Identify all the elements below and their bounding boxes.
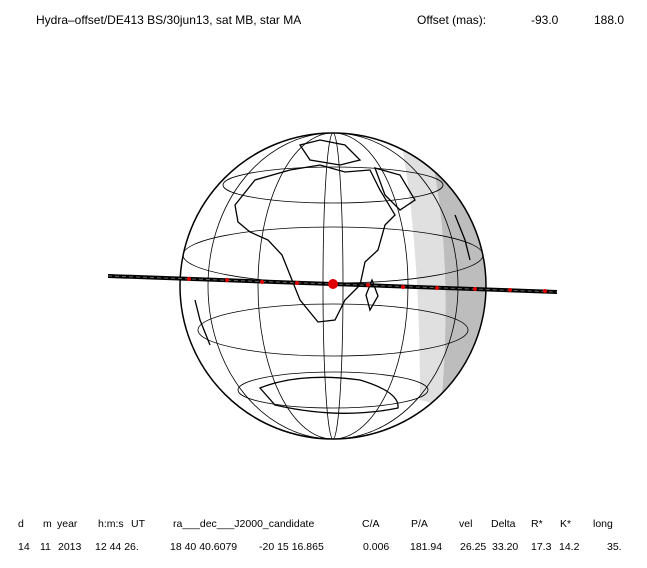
offset-y: 188.0 <box>594 13 624 27</box>
event-table: d m year h:m:s UT ra___dec___J2000_candidate C… <box>18 518 622 553</box>
cell: -20 15 16.865 <box>259 541 324 553</box>
column-header: long <box>593 518 613 530</box>
offset-label: Offset (mas): <box>417 13 486 27</box>
offset-x: -93.0 <box>531 13 559 27</box>
cell: 14.2 <box>559 541 580 553</box>
cell: 18 40 40.6079 <box>170 541 237 553</box>
column-header: R* <box>531 518 543 530</box>
cell: 2013 <box>58 541 82 553</box>
column-header: C/A <box>362 518 380 530</box>
column-header: K* <box>560 518 571 530</box>
column-header: vel <box>459 518 472 530</box>
cell: 35. <box>607 541 622 553</box>
cell: 33.20 <box>492 541 518 553</box>
column-header: h:m:s <box>98 518 124 530</box>
cell: 17.3 <box>531 541 552 553</box>
cell: 14 <box>18 541 30 553</box>
cell: 181.94 <box>410 541 442 553</box>
column-header: ra___dec___J2000_candidate <box>173 518 314 530</box>
cell: 12 44 26. <box>95 541 139 553</box>
shadow-path <box>107 274 558 294</box>
cell: 11 <box>40 541 51 553</box>
column-header: m <box>43 518 52 530</box>
coastlines <box>194 139 471 414</box>
column-header: Delta <box>491 518 516 530</box>
cell: 0.006 <box>363 541 389 553</box>
column-header: d <box>18 518 24 530</box>
column-header: P/A <box>411 518 428 530</box>
cell: 26.25 <box>460 541 486 553</box>
title: Hydra–offset/DE413 BS/30jun13, sat MB, s… <box>36 13 301 27</box>
column-header: year <box>57 518 78 530</box>
column-header: UT <box>131 518 146 530</box>
closest-approach <box>328 279 338 289</box>
